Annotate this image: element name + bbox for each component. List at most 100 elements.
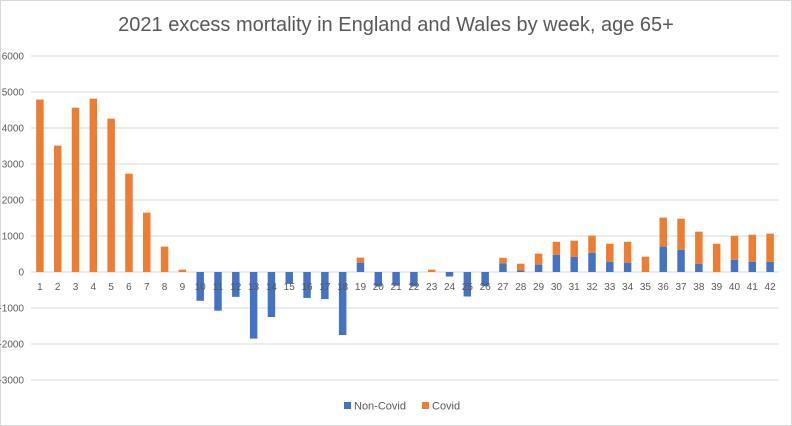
bar-covid-week-1 [36,99,44,272]
bar-non-covid-week-24 [445,272,454,277]
x-tick-label: 4 [91,282,97,293]
bar-non-covid-week-38 [695,263,703,272]
x-tick-label: 17 [319,282,331,293]
x-tick-label: 10 [195,282,207,293]
x-tick-label: 19 [355,282,367,293]
bar-non-covid-week-27 [499,263,507,272]
bar-non-covid-week-10 [196,272,204,301]
x-tick-label: 20 [373,282,385,293]
bar-covid-week-41 [748,234,757,262]
bar-covid-week-31 [570,240,578,257]
bar-non-covid-week-19 [356,262,365,272]
x-tick-label: 38 [693,282,705,293]
bar-non-covid-week-12 [232,272,240,297]
bar-covid-week-19 [356,257,365,263]
x-tick-label: 39 [711,282,723,293]
bar-non-covid-week-18 [338,272,347,335]
y-tick-label: -2000 [0,340,24,351]
x-tick-label: 2 [55,282,61,293]
x-tick-label: 36 [658,282,670,293]
bar-non-covid-week-26 [481,272,489,287]
bar-covid-week-3 [71,107,80,272]
x-tick-label: 26 [480,282,492,293]
bar-covid-week-34 [623,241,632,263]
x-tick-label: 42 [765,282,777,293]
bar-non-covid-week-30 [552,254,561,272]
bar-non-covid-week-17 [321,272,329,299]
bar-covid-week-7 [143,212,151,272]
bar-covid-week-39 [712,243,721,272]
x-tick-label: 9 [180,282,186,293]
bar-covid-week-6 [125,173,133,272]
bar-covid-week-8 [160,246,169,272]
bar-covid-week-32 [588,235,596,253]
bar-non-covid-week-31 [570,256,578,272]
bar-non-covid-week-29 [534,264,543,272]
bar-non-covid-week-16 [303,272,311,298]
bar-non-covid-week-21 [392,272,400,286]
x-tick-label: 24 [444,282,456,293]
x-tick-label: 33 [604,282,616,293]
x-tick-label: 13 [248,282,260,293]
bar-non-covid-week-32 [588,252,596,272]
x-tick-label: 31 [569,282,581,293]
bar-covid-week-42 [766,233,774,262]
legend: Non-Covid Covid [344,401,460,413]
bar-covid-week-40 [730,235,739,260]
x-tick-label: 16 [301,282,313,293]
legend-swatch [344,402,351,409]
y-tick-label: 2000 [2,196,25,207]
x-tick-label: 21 [391,282,403,293]
bar-non-covid-week-11 [214,272,222,311]
legend-label: Covid [432,401,460,413]
legend-label: Non-Covid [354,401,406,413]
x-tick-label: 30 [551,282,563,293]
x-tick-label: 11 [213,282,224,293]
bar-non-covid-week-42 [766,261,774,272]
bar-covid-week-37 [677,218,685,250]
x-tick-label: 29 [533,282,545,293]
x-tick-label: 41 [747,282,759,293]
bar-covid-week-9 [178,269,187,272]
x-tick-label: 1 [37,282,43,293]
x-tick-label: 12 [230,282,242,293]
x-tick-label: 28 [515,282,527,293]
bar-non-covid-week-28 [517,270,525,272]
bar-covid-week-36 [659,217,667,247]
bar-covid-week-38 [695,231,703,264]
bar-non-covid-week-36 [659,246,667,272]
bar-non-covid-week-41 [748,261,757,272]
x-tick-label: 35 [640,282,652,293]
y-tick-label: -3000 [0,376,24,387]
legend-swatch [422,402,429,409]
bar-non-covid-week-20 [374,272,383,287]
x-tick-label: 5 [108,282,114,293]
x-tick-label: 8 [162,282,168,293]
bar-covid-week-4 [89,98,98,272]
bar-covid-week-27 [499,257,507,264]
chart-title: 2021 excess mortality in England and Wal… [118,14,674,36]
x-tick-label: 15 [284,282,296,293]
x-tick-label: 37 [675,282,687,293]
bar-covid-week-29 [534,253,543,265]
bar-non-covid-week-37 [677,249,685,272]
y-tick-label: 0 [18,268,24,279]
x-tick-label: 23 [426,282,438,293]
x-tick-label: 25 [462,282,474,293]
y-tick-label: 6000 [2,52,25,63]
y-tick-label: 1000 [2,232,25,243]
y-tick-label: 4000 [2,124,25,135]
bar-covid-week-5 [107,118,115,272]
bar-covid-week-2 [53,145,62,272]
x-tick-label: 7 [144,282,150,293]
x-tick-label: 40 [729,282,741,293]
bar-covid-week-35 [641,256,650,272]
x-tick-label: 34 [622,282,634,293]
y-tick-label: 5000 [2,88,25,99]
bar-covid-week-33 [606,243,614,262]
bar-non-covid-week-34 [623,262,632,272]
bar-non-covid-week-13 [249,272,258,339]
x-tick-label: 14 [266,282,278,293]
x-tick-label: 27 [497,282,509,293]
